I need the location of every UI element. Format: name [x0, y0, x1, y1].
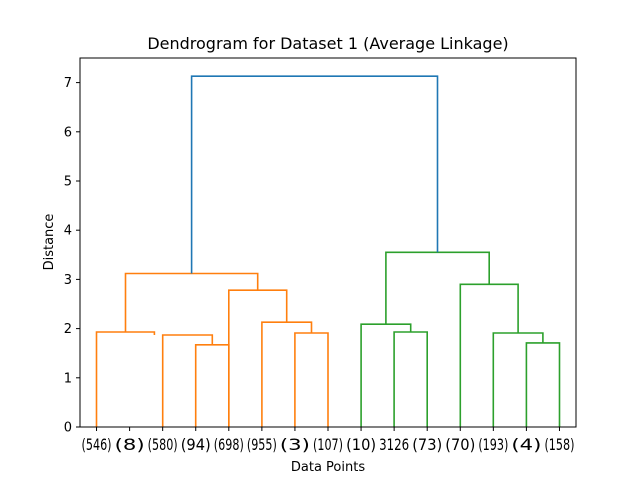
- dendrogram-link-3: [95, 331, 156, 427]
- leaf-label: (193): [478, 435, 508, 454]
- leaf-label: (70): [445, 435, 475, 454]
- y-tick-label: 5: [64, 175, 72, 190]
- leaf-label: (580): [148, 435, 178, 454]
- y-axis-label: Distance: [42, 214, 57, 271]
- leaf-label: (546): [82, 435, 112, 454]
- y-tick-label: 3: [64, 273, 72, 288]
- dendrogram-link-4: [294, 332, 329, 427]
- dendrogram-link-14: [190, 75, 439, 274]
- x-axis-label: Data Points: [291, 460, 365, 475]
- dendrogram-link-1: [194, 343, 230, 427]
- y-tick-label: 0: [64, 421, 72, 436]
- leaf-label: (3): [280, 435, 310, 454]
- dendrogram-link-10: [525, 342, 561, 427]
- leaf-label: (73): [412, 435, 442, 454]
- dendrogram-links: [95, 75, 561, 427]
- dendrogram-link-2: [161, 334, 214, 427]
- leaf-label: (698): [214, 435, 244, 454]
- y-tick-label: 7: [64, 76, 72, 91]
- leaf-label: (955): [247, 435, 277, 454]
- x-axis-ticks: (546) (8) (580) (94) (698) (955) (3) (107) (10) 3…: [82, 427, 574, 454]
- dendrogram-link-13: [385, 251, 491, 325]
- dendrogram-link-7: [124, 272, 259, 332]
- y-tick-label: 2: [64, 322, 72, 337]
- y-tick-label: 1: [64, 371, 72, 386]
- y-axis-ticks: 0 1 2 3 4 5 6 7: [64, 76, 80, 436]
- dendrogram-link-9: [360, 323, 412, 427]
- y-tick-label: 4: [64, 224, 72, 239]
- leaf-label: (4): [511, 435, 541, 454]
- leaf-label: (158): [544, 435, 574, 454]
- leaf-label: 3126: [379, 435, 409, 454]
- dendrogram-link-6: [228, 289, 288, 427]
- dendrogram-link-12: [459, 283, 519, 427]
- y-tick-label: 6: [64, 125, 72, 140]
- leaf-label: (107): [313, 435, 343, 454]
- dendrogram-link-5: [261, 321, 313, 427]
- dendrogram-link-8: [393, 331, 429, 427]
- leaf-label: (8): [115, 435, 145, 454]
- chart-title: Dendrogram for Dataset 1 (Average Linkag…: [147, 34, 508, 53]
- leaf-label: (10): [346, 435, 376, 454]
- leaf-label: (94): [181, 435, 211, 454]
- dendrogram-link-11: [492, 332, 544, 427]
